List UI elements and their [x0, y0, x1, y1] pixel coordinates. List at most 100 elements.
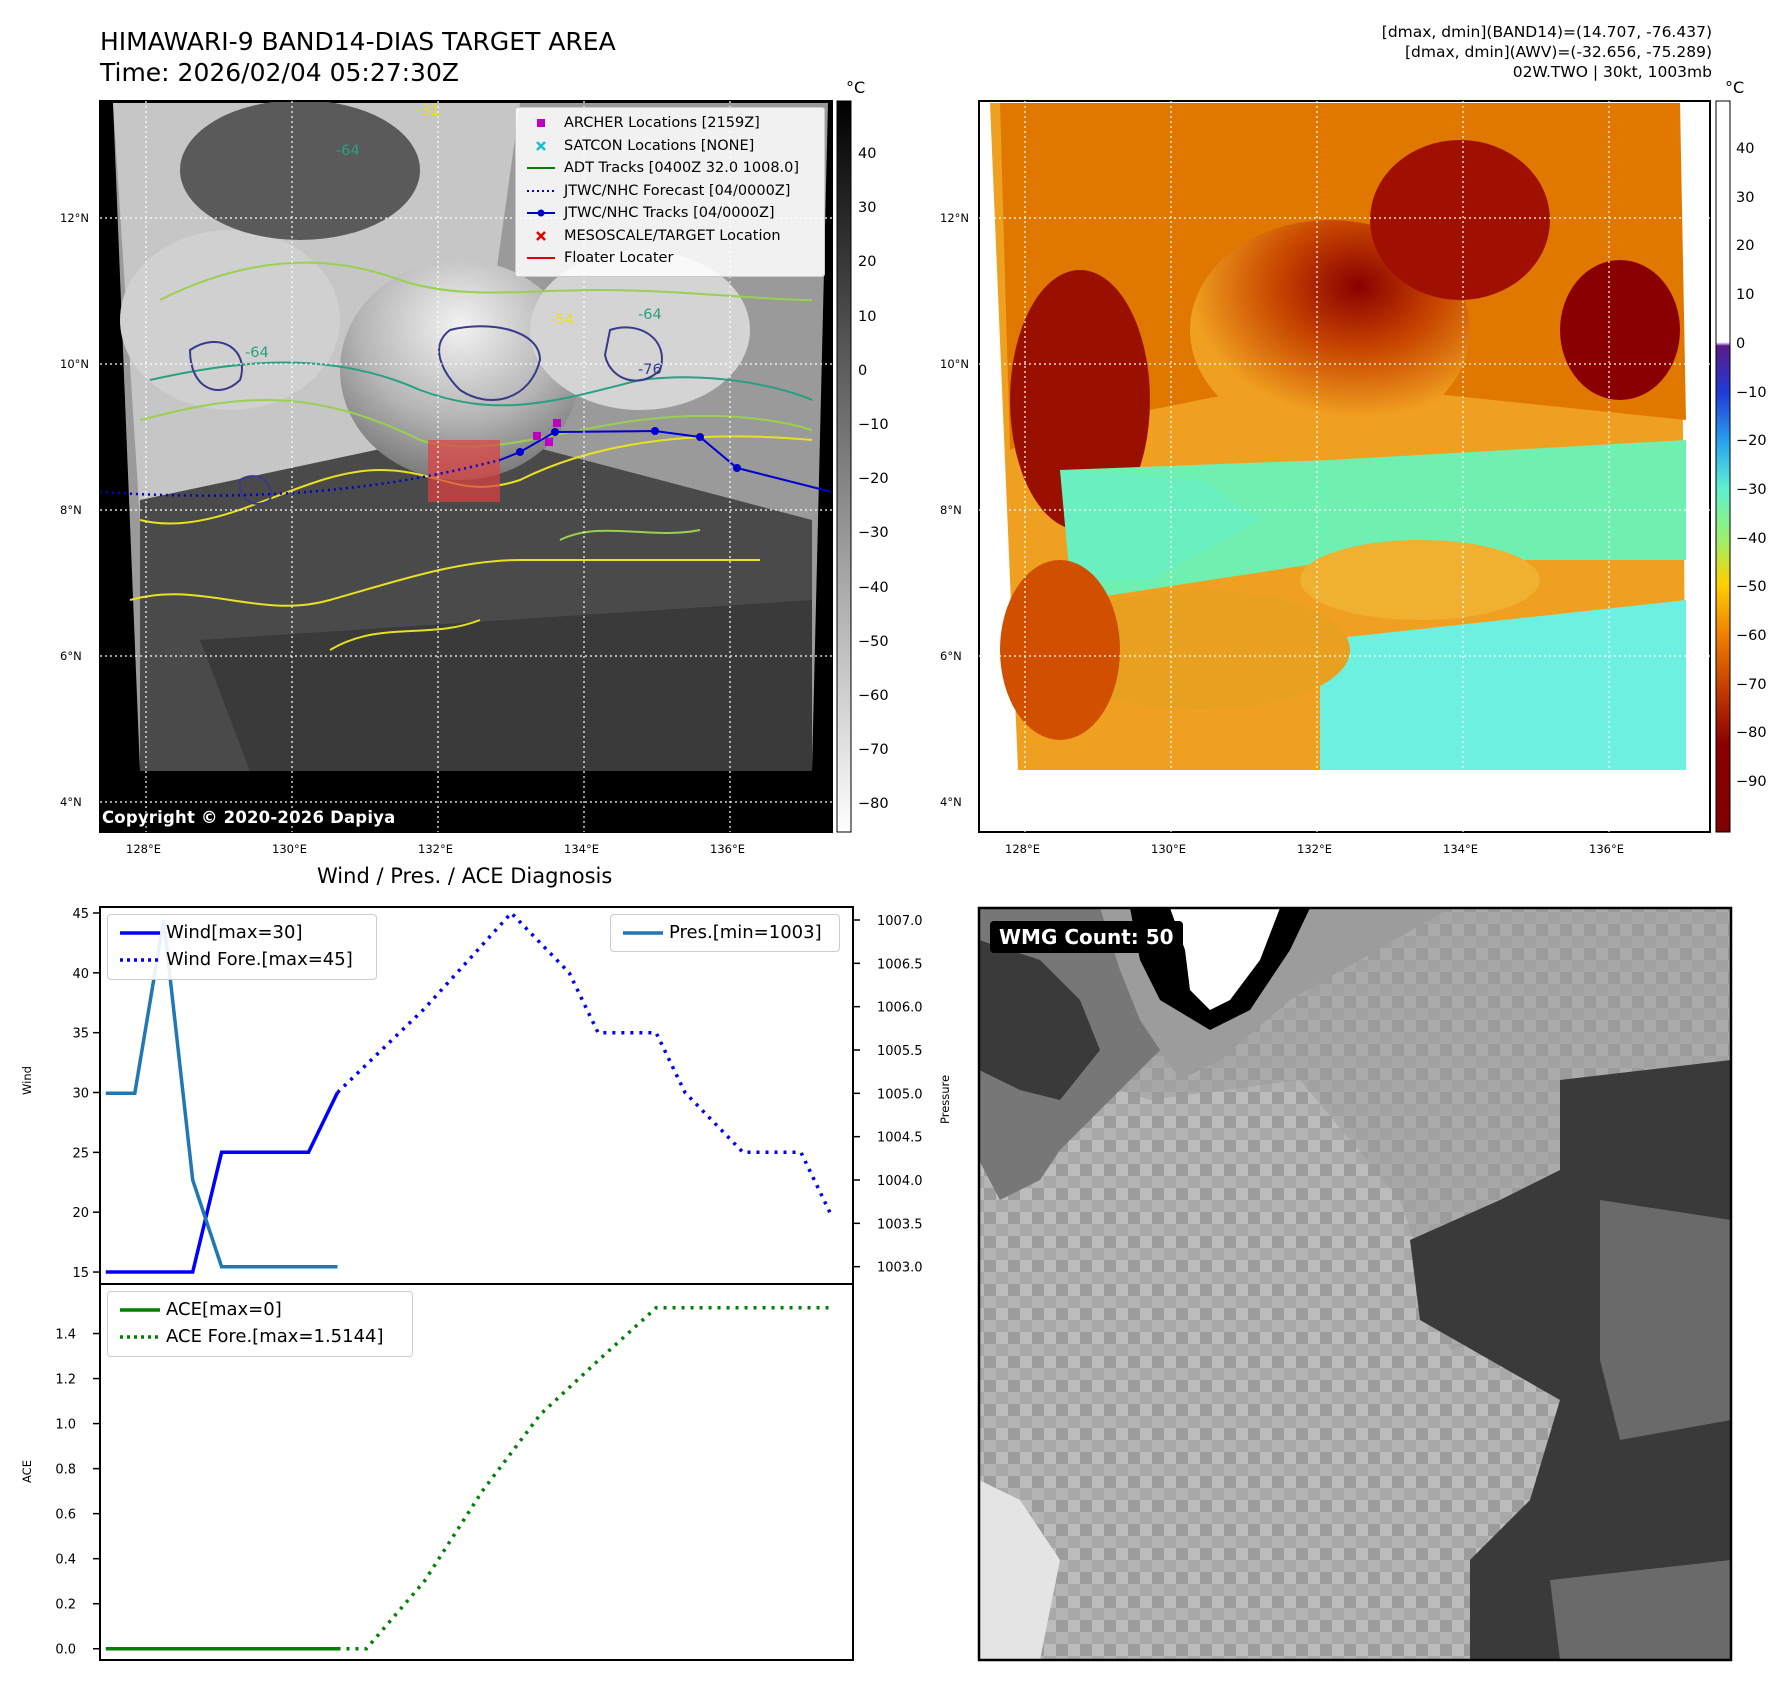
- ir-colorbar-tick: 30: [858, 200, 877, 217]
- ir-lat-label: 10°N: [60, 357, 89, 371]
- wind-tick-label: 15: [72, 1266, 89, 1281]
- ir-colorbar-tick: −50: [858, 633, 889, 650]
- band14-range: [dmax, dmin](BAND14)=(14.707, -76.437): [1381, 23, 1712, 41]
- pressure-tick-label: 1003.5: [877, 1217, 923, 1232]
- wind-tick-label: 40: [72, 967, 89, 982]
- legend-entry: Floater Locater: [564, 250, 674, 266]
- pressure-tick-label: 1004.5: [877, 1131, 923, 1146]
- awv-colorbar-tick: 30: [1736, 189, 1755, 206]
- storm-status: 02W.TWO | 30kt, 1003mb: [1512, 63, 1712, 81]
- awv-gridlines: [979, 101, 1710, 832]
- contour-label: -64: [245, 345, 269, 361]
- wmg-image: [979, 908, 1731, 1660]
- awv-colorbar-tick: −30: [1736, 481, 1767, 498]
- series-line-0: [105, 1091, 340, 1274]
- ir-colorbar-unit: °C: [846, 78, 866, 97]
- awv-colorbar-tick: −50: [1736, 579, 1767, 596]
- awv-lat-label: 12°N: [940, 211, 969, 225]
- wind-axis-label: Wind: [20, 1066, 34, 1095]
- awv-range: [dmax, dmin](AWV)=(-32.656, -75.289): [1405, 43, 1712, 61]
- legend-entry: JTWC/NHC Forecast [04/0000Z]: [564, 182, 791, 199]
- ir-colorbar-tick: −30: [858, 525, 889, 542]
- pressure-tick-label: 1005.0: [877, 1087, 923, 1102]
- awv-colorbar-tick: 20: [1736, 238, 1755, 255]
- ir-colorbar: [836, 100, 852, 833]
- ir-legend: ARCHER Locations [2159Z] SATCON Locations…: [515, 107, 825, 277]
- wind-axis-ticks: 15 20 25 30 35 40 45: [72, 907, 100, 1281]
- ir-lon-label: 136°E: [710, 842, 745, 856]
- awv-lat-label: 4°N: [940, 795, 962, 809]
- copyright: Copyright © 2020-2026 Dapiya: [102, 808, 396, 827]
- wind-tick-label: 35: [72, 1027, 89, 1042]
- legend-marker-icon: [526, 182, 556, 200]
- ir-colorbar-tick: 20: [858, 254, 877, 271]
- ir-colorbar-tick: 0: [858, 362, 868, 379]
- title-time: Time: 2026/02/04 05:27:30Z: [100, 58, 459, 87]
- contour-label: -31: [416, 103, 440, 119]
- ace-axis-label: ACE: [20, 1460, 34, 1483]
- legend-marker-icon: [526, 137, 556, 155]
- awv-colorbar-tick: 40: [1736, 141, 1755, 157]
- legend-wind-forecast: Wind Fore.[max=45]: [166, 949, 353, 970]
- ace-tick-label: 0.4: [55, 1553, 76, 1568]
- contour-label: -64: [336, 143, 360, 159]
- wind-tick-label: 20: [72, 1206, 89, 1221]
- ace-tick-label: 1.4: [55, 1328, 76, 1343]
- ir-colorbar-tick: −80: [858, 796, 889, 813]
- ace-series: [105, 1306, 830, 1651]
- ir-lat-label: 12°N: [60, 211, 89, 225]
- ir-image: [100, 101, 832, 832]
- wind-legend: Wind[max=30] Wind Fore.[max=45]: [107, 914, 377, 980]
- awv-colorbar-tick: 0: [1736, 335, 1746, 352]
- awv-image: [979, 101, 1710, 832]
- awv-colorbar-tick: −10: [1736, 384, 1767, 401]
- ir-lat-label: 4°N: [60, 795, 82, 809]
- ir-colorbar-tick: −10: [858, 417, 889, 433]
- awv-lon-label: 136°E: [1589, 842, 1624, 856]
- ace-series-line-1: [337, 1306, 830, 1651]
- pressure-tick-label: 1006.0: [877, 1001, 923, 1016]
- awv-lat-label: 6°N: [940, 649, 962, 663]
- figure-title: HIMAWARI-9 BAND14-DIAS TARGET AREA Time: …: [100, 26, 616, 88]
- awv-colorbar-tick: −70: [1736, 676, 1767, 693]
- series-line-2: [105, 919, 338, 1269]
- pressure-tick-label: 1007.0: [877, 914, 923, 929]
- awv-lon-label: 132°E: [1297, 842, 1332, 856]
- wind-pres-series: [105, 910, 832, 1274]
- ir-lon-label: 134°E: [564, 842, 599, 856]
- pressure-tick-label: 1005.5: [877, 1044, 923, 1059]
- ace-legend: ACE[max=0] ACE Fore.[max=1.5144]: [107, 1291, 413, 1357]
- ir-lat-label: 6°N: [60, 649, 82, 663]
- ir-colorbar-tick: 40: [858, 146, 877, 162]
- ace-tick-label: 0.0: [55, 1643, 76, 1658]
- pressure-legend: Pres.[min=1003]: [610, 914, 840, 952]
- legend-wind: Wind[max=30]: [166, 922, 303, 943]
- awv-colorbar-tick: −20: [1736, 433, 1767, 450]
- pressure-axis-label: Pressure: [938, 1074, 952, 1124]
- ir-lon-label: 130°E: [272, 842, 307, 856]
- wind-tick-label: 45: [72, 907, 89, 922]
- contour-label: -76: [638, 362, 662, 378]
- legend-marker-icon: [526, 159, 556, 177]
- awv-lat-label: 10°N: [940, 357, 969, 371]
- ace-axis-ticks: 0.0 0.2 0.4 0.6 0.8 1.0 1.2 1.4: [55, 1328, 100, 1658]
- awv-lon-label: 130°E: [1151, 842, 1186, 856]
- ir-colorbar-tick: −60: [858, 688, 889, 704]
- ace-tick-label: 0.6: [55, 1508, 76, 1523]
- legend-entry: ADT Tracks [0400Z 32.0 1008.0]: [564, 160, 800, 176]
- awv-lon-label: 128°E: [1005, 842, 1040, 856]
- awv-colorbar-tick: −60: [1736, 628, 1767, 644]
- legend-entry: MESOSCALE/TARGET Location: [564, 227, 781, 244]
- legend-entry: JTWC/NHC Tracks [04/0000Z]: [564, 205, 775, 221]
- awv-colorbar-tick: 10: [1736, 287, 1755, 304]
- ir-lon-label: 128°E: [126, 842, 161, 856]
- pressure-tick-label: 1006.5: [877, 957, 923, 972]
- legend-ace-forecast: ACE Fore.[max=1.5144]: [166, 1326, 384, 1347]
- legend-marker-icon: [526, 114, 556, 132]
- ir-lon-label: 132°E: [418, 842, 453, 856]
- awv-colorbar-tick: −40: [1736, 530, 1767, 547]
- pressure-axis-ticks: 1003.0 1003.5 1004.0 1004.5 1005.0 1005.5 1006…: [853, 914, 923, 1276]
- legend-entry: SATCON Locations [NONE]: [564, 137, 755, 154]
- ace-tick-label: 1.2: [55, 1373, 76, 1388]
